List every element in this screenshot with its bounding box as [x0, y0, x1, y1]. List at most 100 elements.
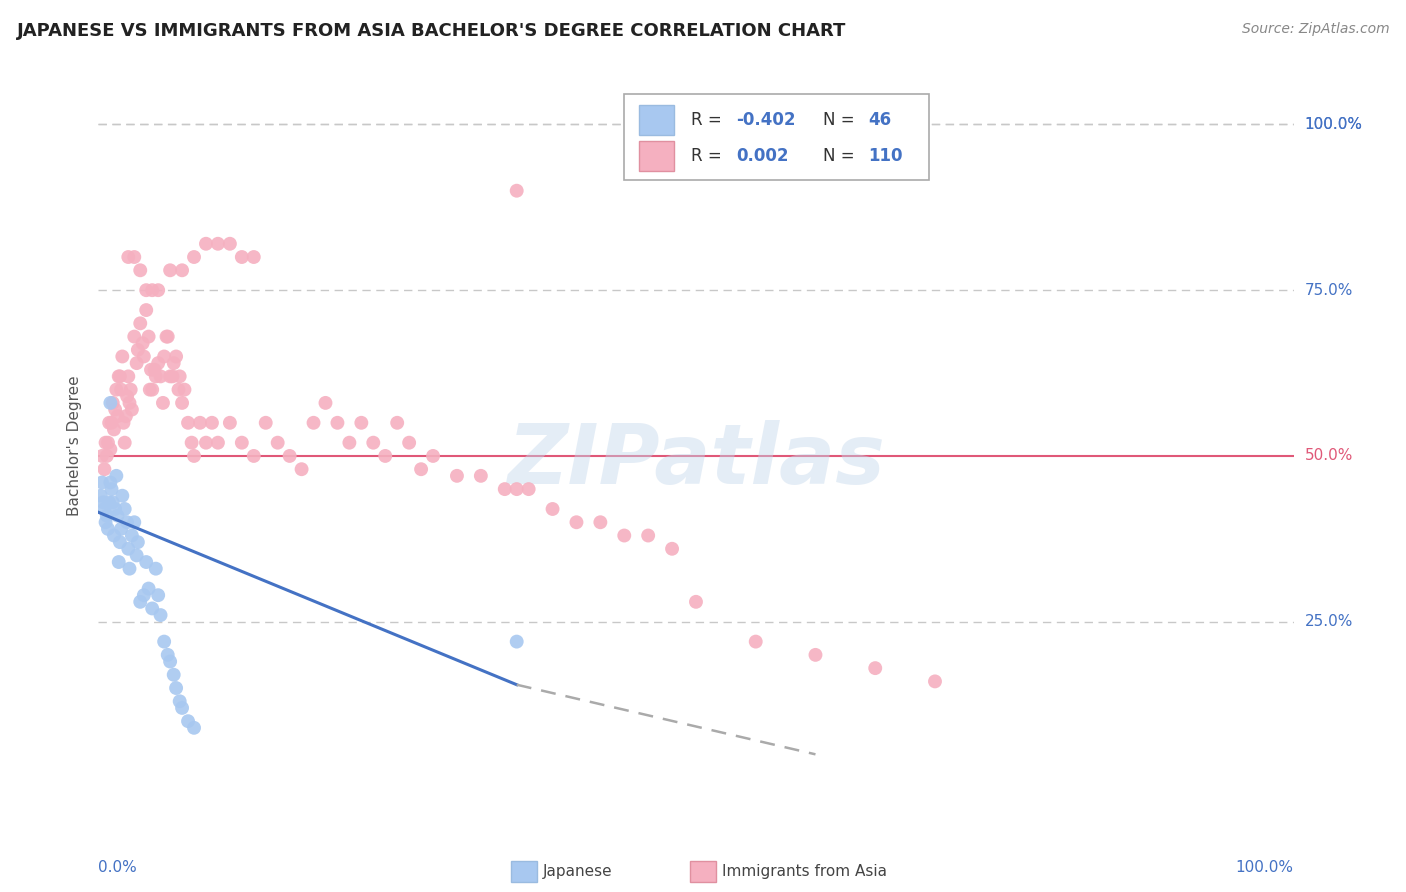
Point [153, 350, 176, 364]
Point [177, 416, 200, 430]
Point [114, 502, 136, 516]
Point [149, 608, 172, 623]
Point [207, 236, 229, 251]
Point [94, 435, 117, 450]
Text: 75.0%: 75.0% [1305, 283, 1353, 298]
Point [115, 389, 138, 403]
Point [91, 449, 114, 463]
Point [165, 350, 187, 364]
Point [97, 435, 120, 450]
Point [96, 449, 118, 463]
Point [107, 409, 129, 424]
Point [506, 482, 529, 496]
Point [125, 356, 148, 370]
FancyBboxPatch shape [624, 94, 929, 180]
Point [131, 336, 153, 351]
FancyBboxPatch shape [638, 141, 675, 171]
Point [143, 363, 166, 377]
FancyBboxPatch shape [510, 861, 537, 882]
Point [105, 468, 128, 483]
Point [127, 343, 149, 357]
Point [148, 356, 170, 370]
Point [302, 416, 325, 430]
Point [589, 515, 612, 529]
Point [135, 283, 157, 297]
Point [148, 283, 170, 297]
Point [111, 489, 134, 503]
Point [139, 383, 162, 397]
Point [231, 250, 253, 264]
Point [177, 714, 200, 728]
Point [110, 522, 132, 536]
Point [156, 329, 179, 343]
Point [110, 383, 132, 397]
Point [124, 329, 146, 343]
Point [107, 508, 129, 523]
Point [219, 416, 242, 430]
Point [167, 383, 190, 397]
Text: 100.0%: 100.0% [1305, 117, 1362, 132]
Text: 50.0%: 50.0% [1305, 449, 1353, 464]
Point [98, 442, 122, 457]
Point [637, 528, 659, 542]
Point [124, 515, 146, 529]
Point [422, 449, 444, 463]
Point [90, 489, 112, 503]
Text: -0.402: -0.402 [737, 112, 796, 129]
Point [363, 435, 385, 450]
Point [117, 369, 139, 384]
Point [111, 350, 134, 364]
FancyBboxPatch shape [690, 861, 716, 882]
Point [98, 416, 121, 430]
Point [91, 475, 114, 490]
Point [145, 562, 167, 576]
Point [541, 502, 564, 516]
Point [152, 396, 174, 410]
Point [172, 396, 194, 410]
Point [138, 329, 160, 343]
Point [506, 184, 529, 198]
Text: 0.0%: 0.0% [98, 860, 138, 874]
Point [172, 263, 194, 277]
Text: R =: R = [692, 112, 727, 129]
Point [101, 495, 124, 509]
Point [494, 482, 516, 496]
Text: 110: 110 [868, 147, 903, 165]
Point [613, 528, 636, 542]
Text: ZIPatlas: ZIPatlas [508, 420, 884, 501]
Point [183, 721, 205, 735]
Text: Immigrants from Asia: Immigrants from Asia [723, 864, 887, 880]
Point [446, 468, 468, 483]
Point [121, 528, 143, 542]
Point [565, 515, 588, 529]
Point [243, 250, 266, 264]
Text: N =: N = [823, 112, 859, 129]
Point [132, 350, 155, 364]
Point [93, 462, 115, 476]
FancyBboxPatch shape [638, 105, 675, 135]
Text: R =: R = [692, 147, 727, 165]
Point [141, 283, 163, 297]
Point [315, 396, 337, 410]
Point [411, 462, 433, 476]
Point [159, 655, 181, 669]
Text: 100.0%: 100.0% [1305, 117, 1362, 132]
Point [98, 396, 122, 410]
Point [104, 502, 127, 516]
Point [207, 435, 229, 450]
Point [117, 250, 139, 264]
Point [924, 674, 946, 689]
Point [117, 541, 139, 556]
Point [159, 369, 181, 384]
Y-axis label: Bachelor's Degree: Bachelor's Degree [66, 376, 82, 516]
Point [201, 416, 224, 430]
Point [385, 416, 409, 430]
Text: 100.0%: 100.0% [1236, 860, 1294, 874]
Point [149, 369, 172, 384]
Point [156, 648, 179, 662]
Point [278, 449, 301, 463]
Point [101, 396, 124, 410]
Point [115, 515, 138, 529]
Point [115, 409, 138, 424]
Point [105, 383, 128, 397]
